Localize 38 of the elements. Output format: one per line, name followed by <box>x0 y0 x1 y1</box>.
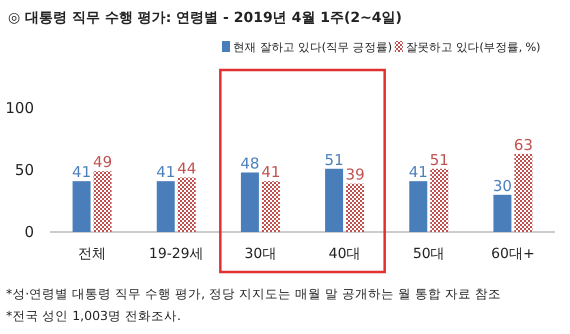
x-tick-label: 전체 <box>78 246 106 262</box>
bar <box>493 194 512 232</box>
text: *성·연령별 대통령 직무 수행 평가, 정당 지지도는 매월 말 공개하는 월 통합 자료 참조 <box>6 286 501 301</box>
text: *전국 성인 1,003명 전화조사. <box>6 308 181 323</box>
data-label: 44 <box>177 159 196 178</box>
bar <box>325 168 344 232</box>
x-tick-label: 50대 <box>412 246 445 262</box>
bar <box>94 171 112 232</box>
legend-label: 현재 잘하고 있다(직무 긍정률) <box>233 40 392 54</box>
data-label: 39 <box>346 166 365 184</box>
data-label: 30 <box>492 176 512 195</box>
chart-title: ◎ 대통령 직무 수행 평가: 연령별 - 2019년 4월 1주(2~4일) <box>8 10 402 26</box>
data-label: 63 <box>514 136 533 154</box>
data-label: 48 <box>240 154 260 172</box>
bar <box>156 181 175 232</box>
bar <box>178 177 196 232</box>
y-tick-label: 100 <box>5 99 34 117</box>
data-label: 41 <box>156 163 176 182</box>
data-label: 51 <box>430 150 449 169</box>
data-label: 51 <box>324 150 344 169</box>
bar <box>430 168 448 232</box>
data-label: 49 <box>93 153 112 172</box>
bar <box>346 184 364 232</box>
y-tick-label: 0 <box>24 223 34 241</box>
x-tick-label: 40대 <box>328 246 360 262</box>
y-tick-label: 50 <box>14 161 34 179</box>
bar <box>72 181 91 232</box>
legend-label: 잘못하고 있다(부정률, %) <box>406 40 540 54</box>
x-tick-label: 60대+ <box>491 246 535 262</box>
data-label: 41 <box>261 163 280 182</box>
data-label: 41 <box>72 163 92 182</box>
bar <box>409 181 428 232</box>
data-label: 41 <box>408 163 428 182</box>
x-tick-label: 19-29세 <box>148 246 204 262</box>
bar <box>262 181 280 232</box>
bar <box>514 154 532 232</box>
x-tick-label: 30대 <box>244 246 276 262</box>
bar <box>240 172 259 232</box>
